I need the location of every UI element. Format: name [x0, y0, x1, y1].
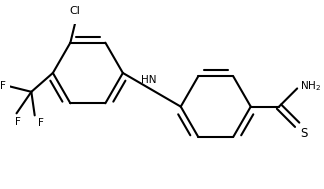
Text: S: S	[300, 127, 307, 140]
Text: F: F	[38, 118, 44, 128]
Text: F: F	[15, 117, 21, 127]
Text: NH$_2$: NH$_2$	[300, 80, 321, 93]
Text: F: F	[0, 81, 6, 91]
Text: Cl: Cl	[69, 6, 80, 16]
Text: HN: HN	[141, 75, 156, 85]
